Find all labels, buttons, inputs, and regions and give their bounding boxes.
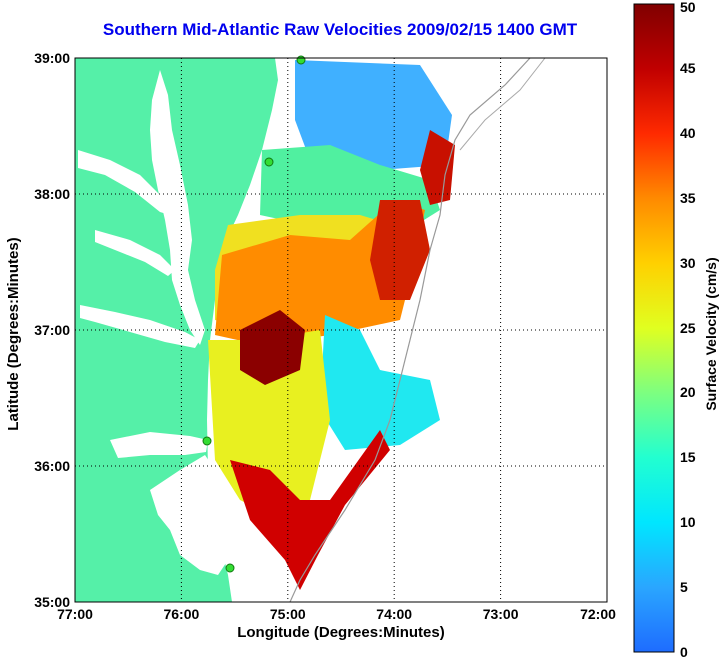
- pamlico-sound: [150, 455, 228, 575]
- james-river: [80, 305, 200, 348]
- colorbar-tick-label: 45: [680, 60, 696, 76]
- y-axis-label: Latitude (Degrees:Minutes): [5, 237, 22, 431]
- velocity-hotspot-central: [240, 310, 305, 385]
- radar-site-4: [225, 563, 235, 573]
- colorbar-tick-label: 20: [680, 384, 696, 400]
- x-axis-ticks: 77:00 76:00 75:00 74:00 73:00 72:00: [57, 606, 616, 622]
- y-tick-label: 37:00: [34, 322, 70, 338]
- velocity-region-red-south: [230, 430, 390, 590]
- colorbar-tick-label: 30: [680, 255, 696, 271]
- y-tick-label: 36:00: [34, 458, 70, 474]
- y-tick-label: 39:00: [34, 50, 70, 66]
- colorbar-label: Surface Velocity (cm/s): [703, 257, 719, 411]
- colorbar-tick-label: 0: [680, 644, 688, 659]
- y-axis-ticks: 35:00 36:00 37:00 38:00 39:00: [34, 50, 70, 610]
- radar-site-2: [264, 157, 274, 167]
- colorbar-tick-label: 5: [680, 579, 688, 595]
- colorbar-tick-label: 50: [680, 0, 696, 15]
- rappahannock-river: [95, 230, 175, 276]
- velocity-hotspot-ne: [420, 130, 455, 205]
- albemarle-sound: [110, 432, 208, 458]
- colorbar-tick-label: 15: [680, 449, 696, 465]
- velocity-region-orange: [215, 200, 425, 345]
- x-tick-label: 72:00: [580, 606, 616, 622]
- x-tick-label: 73:00: [483, 606, 519, 622]
- colorbar-tick-label: 10: [680, 514, 696, 530]
- x-tick-label: 75:00: [270, 606, 306, 622]
- velocity-region-cyan-north: [295, 60, 452, 170]
- map-title: Southern Mid-Atlantic Raw Velocities 200…: [102, 20, 578, 39]
- colorbar-ticks: 0 5 10 15 20 25 30 35 40 45 50: [680, 0, 696, 660]
- x-tick-label: 76:00: [163, 606, 199, 622]
- velocity-hotspot-east: [370, 200, 430, 300]
- colorbar-tick-label: 35: [680, 190, 696, 206]
- bathymetry-contour: [289, 58, 531, 602]
- x-axis-label: Longitude (Degrees:Minutes): [237, 624, 445, 641]
- plot-frame: [74, 57, 608, 603]
- potomac-river: [78, 150, 170, 215]
- x-tick-label: 74:00: [376, 606, 412, 622]
- colorbar-tick-label: 40: [680, 125, 696, 141]
- y-tick-label: 38:00: [34, 186, 70, 202]
- chesapeake-bay: [150, 70, 205, 345]
- colorbar-tick-label: 25: [680, 320, 696, 336]
- map-grid: [75, 58, 607, 602]
- velocity-region-cyan-east: [320, 315, 440, 450]
- radar-site-3: [202, 436, 212, 446]
- radar-site-1: [296, 55, 306, 65]
- x-tick-label: 77:00: [57, 606, 93, 622]
- bathymetry-contour-2: [459, 58, 546, 151]
- y-tick-label: 35:00: [34, 594, 70, 610]
- colorbar: [633, 3, 675, 653]
- velocity-field: [208, 60, 455, 590]
